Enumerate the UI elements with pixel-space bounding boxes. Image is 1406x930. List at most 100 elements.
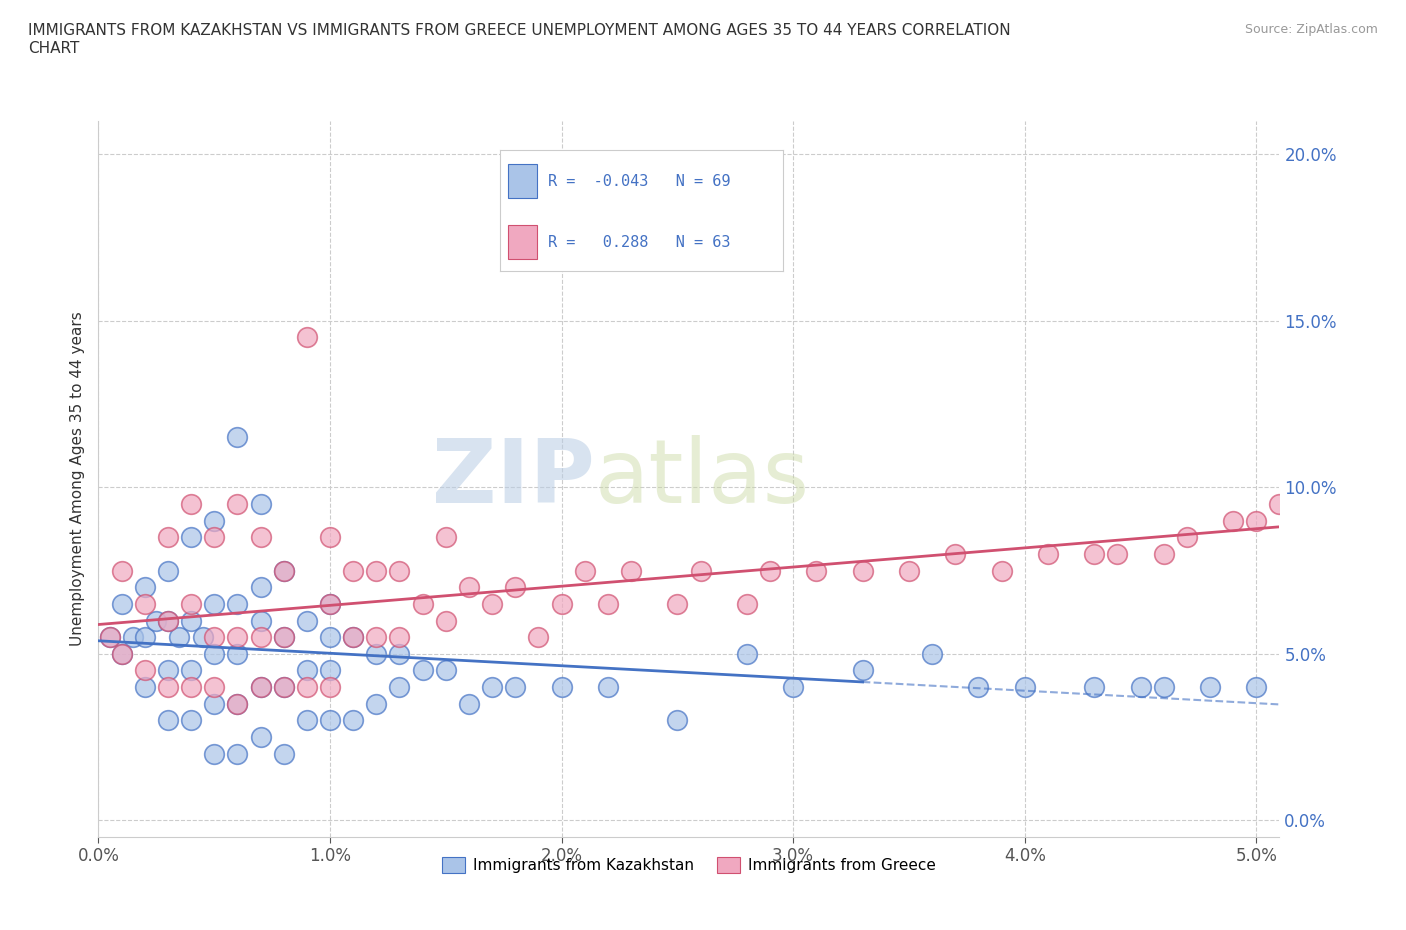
Point (342, 630, 364, 644)
Point (249, 530, 271, 545)
Point (574, 563, 596, 578)
Point (1175, 530, 1198, 545)
Point (1246, 513, 1268, 528)
Point (156, 663, 179, 678)
Point (249, 579, 271, 594)
Point (202, 530, 225, 545)
Point (226, 746, 249, 761)
Point (180, 596, 202, 611)
Point (249, 730, 271, 745)
Point (806, 563, 828, 578)
Point (366, 563, 388, 578)
Point (110, 563, 132, 578)
Point (156, 563, 179, 578)
Point (1107, 547, 1129, 562)
Point (122, 630, 145, 644)
Point (434, 530, 457, 545)
Point (388, 646, 411, 661)
Point (273, 563, 295, 578)
Point (319, 713, 342, 728)
Point (145, 613, 167, 628)
Point (366, 630, 388, 644)
Point (226, 697, 249, 711)
Point (458, 697, 481, 711)
Point (226, 497, 249, 512)
Text: atlas: atlas (595, 435, 810, 523)
Text: Source: ZipAtlas.com: Source: ZipAtlas.com (1244, 23, 1378, 36)
Point (319, 663, 342, 678)
Point (412, 663, 434, 678)
Point (249, 630, 271, 644)
Point (1199, 680, 1222, 695)
Point (342, 630, 364, 644)
Point (156, 613, 179, 628)
Point (202, 513, 225, 528)
Point (273, 630, 295, 644)
Point (226, 697, 249, 711)
Point (550, 596, 572, 611)
Point (319, 596, 342, 611)
Point (273, 680, 295, 695)
Point (156, 613, 179, 628)
Point (782, 680, 804, 695)
Point (503, 680, 526, 695)
Text: IMMIGRANTS FROM KAZAKHSTAN VS IMMIGRANTS FROM GREECE UNEMPLOYMENT AMONG AGES 35 : IMMIGRANTS FROM KAZAKHSTAN VS IMMIGRANTS… (28, 23, 1011, 56)
Point (180, 497, 202, 512)
Point (1036, 547, 1059, 562)
Point (156, 680, 179, 695)
Point (990, 563, 1012, 578)
Point (180, 613, 202, 628)
Point (620, 563, 643, 578)
Point (1268, 497, 1291, 512)
Point (273, 630, 295, 644)
Point (1083, 680, 1105, 695)
Point (295, 680, 318, 695)
Point (249, 613, 271, 628)
Point (1222, 513, 1244, 528)
Point (319, 596, 342, 611)
Point (967, 680, 990, 695)
Point (1291, 446, 1313, 461)
Point (481, 680, 503, 695)
Point (295, 330, 318, 345)
Y-axis label: Unemployment Among Ages 35 to 44 years: Unemployment Among Ages 35 to 44 years (69, 312, 84, 646)
Point (226, 596, 249, 611)
Point (666, 596, 689, 611)
Point (342, 563, 364, 578)
Point (434, 663, 457, 678)
Point (366, 697, 388, 711)
Point (295, 713, 318, 728)
Point (110, 646, 132, 661)
Point (180, 680, 202, 695)
Point (295, 663, 318, 678)
Point (759, 563, 782, 578)
Point (1246, 680, 1268, 695)
Point (1014, 680, 1036, 695)
Point (1129, 680, 1152, 695)
Point (852, 663, 875, 678)
Point (735, 596, 758, 611)
Point (249, 680, 271, 695)
Point (921, 646, 943, 661)
Point (1153, 680, 1175, 695)
Legend: Immigrants from Kazakhstan, Immigrants from Greece: Immigrants from Kazakhstan, Immigrants f… (436, 851, 942, 880)
Point (202, 630, 225, 644)
Point (273, 680, 295, 695)
Point (249, 497, 271, 512)
Point (1153, 547, 1175, 562)
Point (134, 596, 156, 611)
Point (226, 646, 249, 661)
Point (202, 746, 225, 761)
Point (388, 563, 411, 578)
Point (180, 663, 202, 678)
Point (342, 713, 364, 728)
Point (110, 646, 132, 661)
Point (897, 563, 920, 578)
Point (550, 680, 572, 695)
Point (180, 530, 202, 545)
Point (156, 530, 179, 545)
Point (273, 563, 295, 578)
Point (202, 646, 225, 661)
Point (191, 630, 214, 644)
Point (202, 680, 225, 695)
